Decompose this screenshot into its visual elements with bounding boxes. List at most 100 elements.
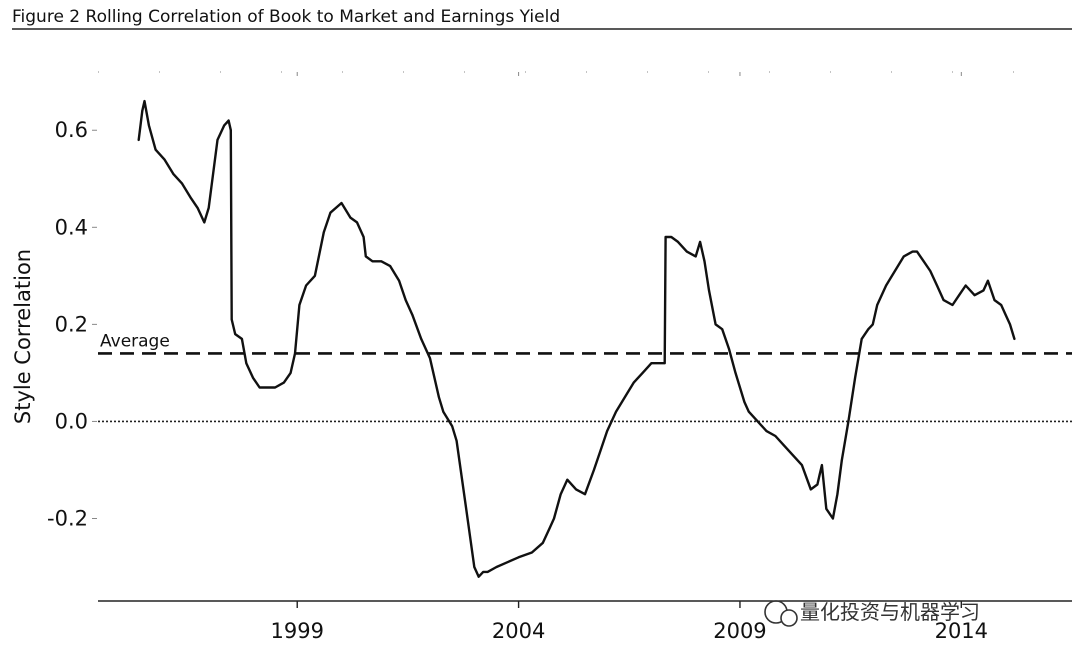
data-point (265, 386, 268, 389)
data-point (836, 493, 839, 496)
chart-title: Figure 2 Rolling Correlation of Book to … (12, 7, 560, 27)
data-point (792, 454, 794, 457)
data-point (765, 430, 768, 432)
data-point (951, 304, 954, 306)
data-point (482, 571, 485, 573)
data-point (364, 255, 367, 258)
data-point (207, 207, 210, 209)
data-point (298, 304, 301, 306)
data-point (486, 571, 489, 573)
data-point (196, 207, 199, 209)
data-point (641, 372, 644, 374)
data-point (623, 396, 626, 399)
data-point (455, 439, 458, 442)
data-point (553, 517, 555, 520)
y-tick-label: 0.2 (55, 312, 88, 336)
series-line-0 (137, 99, 1016, 578)
data-point (294, 352, 296, 355)
data-point (241, 338, 243, 340)
data-point (821, 464, 823, 466)
data-point (245, 362, 248, 365)
data-point (584, 493, 586, 496)
data-point (420, 338, 423, 340)
data-point (252, 376, 254, 379)
data-point (916, 250, 918, 253)
x-tick-label: 1999 (271, 619, 324, 643)
watermark-text: 量化投资与机器学习 (800, 600, 980, 624)
data-point (703, 260, 706, 263)
data-point (728, 347, 730, 350)
data-point (854, 376, 856, 379)
data-point (531, 551, 533, 554)
data-point (340, 202, 343, 204)
data-point (885, 284, 887, 287)
data-point (663, 362, 666, 365)
data-point (818, 473, 821, 476)
data-point (774, 435, 777, 437)
data-point (825, 507, 828, 510)
data-point (840, 459, 843, 462)
chat-bubble-icon-secondary (780, 609, 798, 627)
data-point (172, 173, 175, 175)
data-point (894, 270, 896, 272)
data-point (922, 260, 925, 263)
data-point (289, 372, 292, 374)
data-point (670, 236, 673, 238)
data-point (371, 260, 374, 263)
data-point (542, 541, 544, 544)
data-point (451, 425, 454, 428)
x-tick-label: 2004 (492, 619, 545, 643)
average-label: Average (100, 331, 170, 351)
data-point (982, 289, 985, 292)
data-point (664, 236, 667, 238)
data-point (477, 575, 480, 578)
y-axis-label: Style Correlation (11, 249, 35, 424)
data-point (181, 182, 184, 185)
axis-frame (98, 71, 1072, 602)
data-point (1000, 304, 1003, 306)
data-point (274, 386, 276, 389)
data-point (216, 139, 219, 141)
data-point (699, 241, 701, 243)
data-point (677, 241, 679, 243)
data-point (685, 250, 688, 253)
data-point (650, 362, 653, 365)
data-point (615, 410, 617, 413)
data-point (442, 410, 445, 413)
y-axis-ticks: -0.2 0.0 0.2 0.4 0.6 (47, 118, 97, 530)
data-point (322, 231, 325, 234)
data-point (816, 483, 819, 486)
data-point (190, 197, 192, 200)
data-point (1013, 338, 1016, 340)
data-point (632, 381, 635, 384)
data-point (1009, 323, 1011, 326)
data-point (714, 323, 717, 326)
data-point (438, 396, 440, 399)
data-point (747, 410, 750, 413)
data-point (404, 299, 407, 301)
y-tick-label: 0.4 (55, 215, 88, 239)
data-point (809, 488, 812, 491)
data-point (227, 119, 230, 122)
data-point (314, 274, 316, 277)
data-point (229, 129, 232, 132)
data-point (936, 284, 938, 287)
y-tick-label: 0.0 (55, 409, 88, 433)
data-point (559, 493, 562, 496)
data-point (163, 158, 166, 161)
data-point (495, 566, 498, 568)
data-point (223, 124, 226, 127)
data-point (593, 469, 595, 471)
data-point (876, 304, 879, 306)
data-point (987, 279, 989, 282)
average-layer: Average (98, 331, 1072, 423)
data-point (141, 109, 144, 112)
data-point (429, 357, 431, 360)
data-point (258, 386, 261, 389)
series-layer (137, 99, 1016, 578)
data-point (575, 488, 577, 491)
data-point (234, 333, 237, 335)
data-point (847, 420, 850, 423)
data-point (867, 328, 870, 331)
